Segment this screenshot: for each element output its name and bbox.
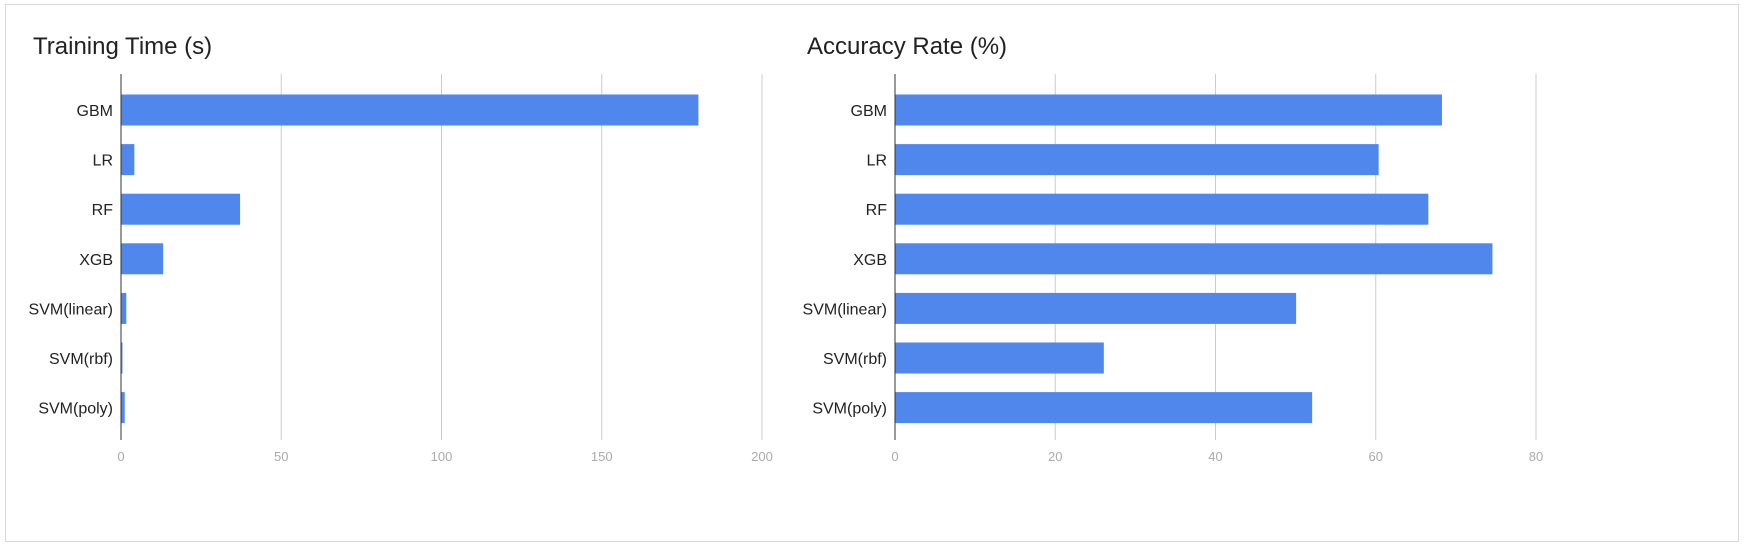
chart-training-time: Training Time (s) GBM LR RF XGB SVM(linear) S… — [29, 33, 773, 464]
bar — [895, 243, 1493, 275]
x-tick-label: 20 — [1048, 449, 1062, 464]
x-tick-label: 200 — [751, 449, 773, 464]
bar — [895, 292, 1297, 324]
x-tick-label: 0 — [117, 449, 124, 464]
bar — [895, 342, 1104, 374]
x-tick-label: 60 — [1369, 449, 1383, 464]
chart-title: Training Time (s) — [33, 33, 212, 60]
category-label: XGB — [79, 252, 113, 269]
bar — [895, 144, 1379, 176]
bar — [121, 392, 125, 424]
x-tick-label: 40 — [1208, 449, 1222, 464]
chart-title: Accuracy Rate (%) — [807, 33, 1007, 60]
category-label: SVM(poly) — [38, 401, 113, 418]
bar — [895, 94, 1442, 126]
category-label: RF — [866, 202, 888, 219]
category-label: LR — [93, 153, 113, 170]
category-label: SVM(poly) — [812, 401, 887, 418]
bar — [121, 342, 123, 374]
category-label: XGB — [853, 252, 887, 269]
x-tick-label: 100 — [431, 449, 453, 464]
category-label: GBM — [77, 103, 113, 120]
category-label: SVM(linear) — [29, 301, 113, 318]
x-tick-label: 80 — [1529, 449, 1543, 464]
category-label: SVM(rbf) — [49, 351, 113, 368]
category-label: RF — [92, 202, 114, 219]
x-tick-label: 150 — [591, 449, 613, 464]
x-tick-label: 0 — [891, 449, 898, 464]
bar — [895, 392, 1313, 424]
x-tick-label: 50 — [274, 449, 288, 464]
category-label: SVM(linear) — [803, 301, 887, 318]
chart-accuracy-rate: Accuracy Rate (%) GBM LR RF XGB SVM(linear) S… — [803, 33, 1544, 464]
bar — [121, 292, 127, 324]
category-label: SVM(rbf) — [823, 351, 887, 368]
category-label: GBM — [851, 103, 887, 120]
category-label: LR — [867, 153, 887, 170]
bar — [121, 144, 135, 176]
bar — [121, 94, 699, 126]
bar — [895, 193, 1429, 225]
bar — [121, 193, 241, 225]
bar — [121, 243, 164, 275]
